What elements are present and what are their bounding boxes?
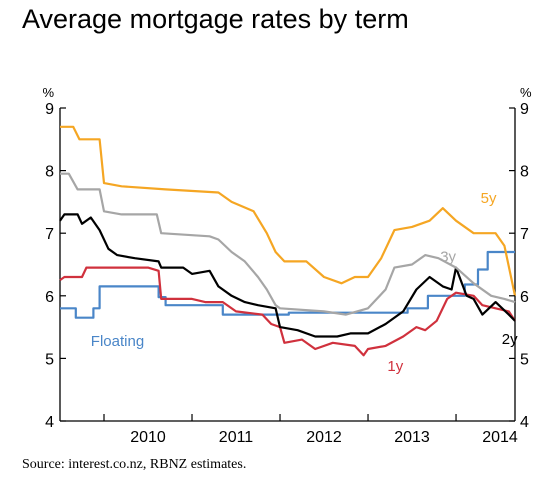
series-lines <box>59 125 517 357</box>
series-line-5y <box>60 125 517 297</box>
y-tick-label-right: 5 <box>520 351 529 368</box>
y-unit-left: % <box>42 85 54 100</box>
series-label-3y: 3y <box>440 248 456 265</box>
series-label-2y: 2y <box>502 331 518 348</box>
y-tick-label-right: 8 <box>520 164 529 181</box>
series-label-5y: 5y <box>481 190 497 207</box>
axes: 4 4 5 5 6 6 7 7 8 8 9 9% % 2010 2011 2012 2013 2014 <box>42 85 532 446</box>
y-unit-right: % <box>520 85 532 100</box>
source-note: Source: interest.co.nz, RBNZ estimates. <box>22 457 247 472</box>
y-tick-label-right: 4 <box>520 414 529 431</box>
series-label-1y: 1y <box>387 358 403 375</box>
series-line-1y <box>59 266 516 357</box>
y-tick-label-left: 5 <box>45 351 54 368</box>
y-tick-label-left: 9 <box>45 101 54 118</box>
x-tick-label: 2013 <box>394 429 430 446</box>
series-line-2y <box>59 213 516 338</box>
series-labels: Floating 1y 2y 3y 5y <box>91 190 518 375</box>
plot-frame <box>59 108 516 422</box>
y-tick-label-right: 9 <box>520 101 529 118</box>
x-tick-label: 2011 <box>219 429 254 446</box>
x-tick-label: 2010 <box>130 429 166 446</box>
y-tick-label-right: 7 <box>520 226 529 243</box>
y-tick-label-left: 8 <box>45 164 54 181</box>
y-tick-label-left: 6 <box>45 289 54 306</box>
x-tick-label: 2012 <box>306 429 342 446</box>
y-tick-label-left: 4 <box>45 414 54 431</box>
y-tick-label-right: 6 <box>520 289 529 306</box>
x-tick-label: 2014 <box>482 429 518 446</box>
y-tick-label-left: 7 <box>45 226 54 243</box>
chart-title: Average mortgage rates by term <box>22 4 409 34</box>
series-label-floating: Floating <box>91 333 144 350</box>
series-line-3y <box>60 172 516 316</box>
